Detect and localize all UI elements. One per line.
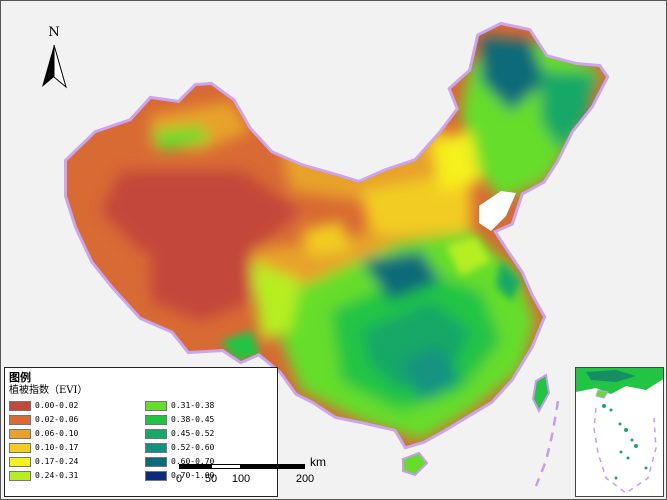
north-arrow-icon	[42, 44, 67, 89]
legend-title: 图例	[9, 371, 31, 384]
legend-swatch	[9, 428, 31, 439]
legend-label: 0.24-0.31	[35, 471, 79, 480]
north-label: N	[48, 25, 60, 40]
legend-swatch	[145, 456, 167, 467]
legend-swatch	[145, 428, 167, 439]
legend-swatch	[9, 456, 31, 467]
north-arrow: N	[37, 25, 71, 91]
scale-segment	[241, 464, 305, 469]
legend-label: 0.70-1.00	[171, 471, 215, 480]
legend-label: 0.45-0.52	[171, 429, 215, 438]
legend-swatch	[145, 442, 167, 453]
scale-tick-label: 0	[175, 473, 183, 485]
legend-item: 0.31-0.38	[145, 400, 273, 411]
legend-label: 0.00-0.02	[35, 401, 79, 410]
legend-label: 0.31-0.38	[171, 401, 215, 410]
legend-swatch	[145, 414, 167, 425]
legend-label: 0.10-0.17	[35, 443, 79, 452]
scale-unit: km	[310, 455, 326, 469]
legend-swatch	[145, 470, 167, 481]
scale-segment	[211, 464, 241, 469]
legend-item: 0.00-0.02	[9, 400, 137, 411]
legend-item: 0.52-0.60	[145, 442, 273, 453]
legend-item: 0.17-0.24	[9, 456, 137, 467]
legend-label: 0.02-0.06	[35, 415, 79, 424]
legend-label: 0.52-0.60	[171, 443, 215, 452]
south-china-sea-inset	[575, 367, 664, 497]
legend-swatch	[145, 400, 167, 411]
legend-grid: 0.00-0.02 0.31-0.38 0.02-0.06 0.38-0.45 0.06…	[9, 400, 273, 481]
legend-label: 0.06-0.10	[35, 429, 79, 438]
legend-item: 0.45-0.52	[145, 428, 273, 439]
scale-tick-label: 100	[231, 473, 251, 485]
legend-item: 0.02-0.06	[9, 414, 137, 425]
legend-item: 0.70-1.00	[145, 470, 273, 481]
legend-label: 0.38-0.45	[171, 415, 215, 424]
legend-swatch	[9, 400, 31, 411]
inset-map	[576, 368, 663, 494]
legend-swatch	[9, 442, 31, 453]
scale-bar: 0 50 100 200 km	[175, 455, 337, 489]
scale-tick-label: 200	[295, 473, 315, 485]
legend: 图例 植被指数（EVI） 0.00-0.02 0.31-0.38 0.02-0.06…	[4, 367, 278, 497]
legend-item: 0.10-0.17	[9, 442, 137, 453]
legend-subtitle: 植被指数（EVI）	[9, 385, 88, 396]
legend-item: 0.06-0.10	[9, 428, 137, 439]
legend-swatch	[9, 470, 31, 481]
legend-item: 0.60-0.70	[145, 456, 273, 467]
scale-tick-label: 50	[204, 473, 218, 485]
scale-segment	[179, 464, 211, 469]
legend-label: 0.17-0.24	[35, 457, 79, 466]
legend-item: 0.24-0.31	[9, 470, 137, 481]
legend-item: 0.38-0.45	[145, 414, 273, 425]
legend-swatch	[9, 414, 31, 425]
legend-label: 0.60-0.70	[171, 457, 215, 466]
